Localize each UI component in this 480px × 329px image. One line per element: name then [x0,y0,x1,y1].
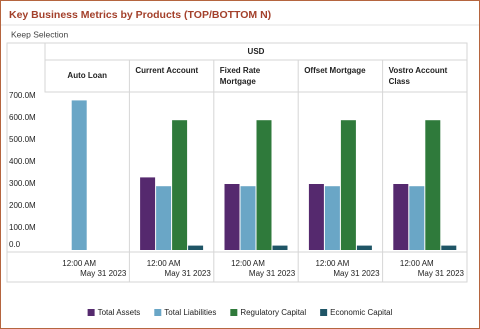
bar [409,186,425,250]
bar [356,245,372,250]
y-tick-label: 500.0M [9,135,36,144]
bar [224,184,240,250]
x-time-label: 12:00 AM [315,259,349,268]
x-date-label: May 31 2023 [249,269,296,278]
x-date-label: May 31 2023 [418,269,465,278]
x-date-label: May 31 2023 [80,269,127,278]
y-tick-label: 600.0M [9,113,36,122]
legend-label: Economic Capital [330,308,392,317]
bar [308,184,324,250]
chart-title: Key Business Metrics by Products (TOP/BO… [9,9,271,21]
bar [172,120,188,250]
y-tick-label: 400.0M [9,157,36,166]
x-time-label: 12:00 AM [62,259,96,268]
x-time-label: 12:00 AM [400,259,434,268]
category-label: Vostro Account Class [389,66,448,86]
bar [324,186,340,250]
keep-selection[interactable]: Keep Selection [11,29,68,39]
legend-label: Total Liabilities [164,308,216,317]
bar [140,177,156,250]
legend-swatch [320,309,328,316]
legend-swatch [154,309,162,316]
y-tick-label: 100.0M [9,223,36,232]
y-tick-label: 700.0M [9,91,36,100]
y-tick-label: 300.0M [9,179,36,188]
legend-swatch [87,309,95,316]
category-label: Fixed Rate Mortgage [220,66,261,86]
category-label: Offset Mortgage [304,66,366,75]
category-label: Current Account [135,66,198,75]
bar [240,186,256,250]
x-date-label: May 31 2023 [165,269,212,278]
legend-label: Regulatory Capital [240,308,306,317]
bar [156,186,172,250]
y-tick-label: 0.0 [9,240,21,249]
bar [340,120,356,250]
y-tick-label: 200.0M [9,201,36,210]
bar [71,100,87,251]
bar [393,184,409,250]
bar [188,245,204,250]
legend-swatch [230,309,238,316]
category-row [44,59,468,93]
bar [441,245,457,250]
legend-label: Total Assets [98,308,141,317]
bar [256,120,272,250]
x-date-label: May 31 2023 [333,269,380,278]
category-label: Auto Loan [67,71,107,80]
x-time-label: 12:00 AM [147,259,181,268]
bar [425,120,441,250]
x-time-label: 12:00 AM [231,259,265,268]
column-header: USD [248,47,265,56]
bar [272,245,288,250]
